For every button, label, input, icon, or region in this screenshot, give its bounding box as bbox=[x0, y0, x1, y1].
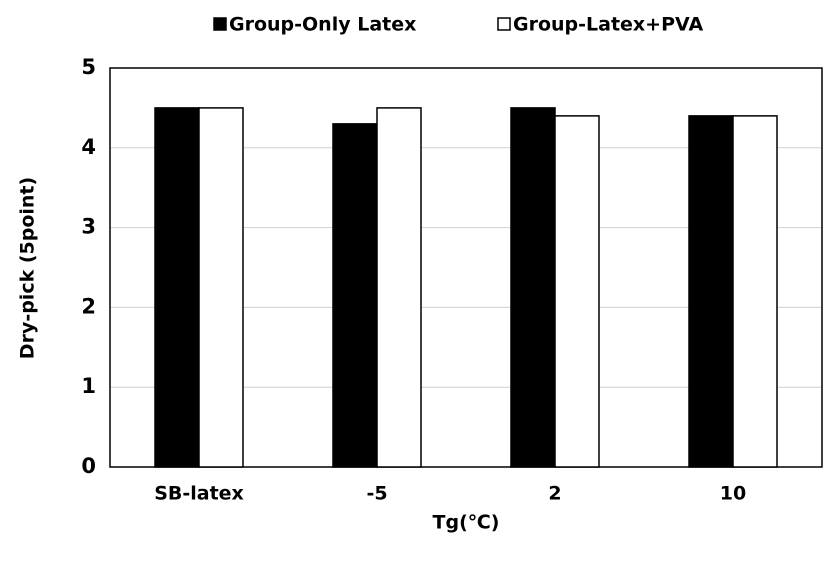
y-tick-label: 0 bbox=[81, 454, 96, 478]
bar bbox=[732, 115, 778, 468]
y-tick-label: 5 bbox=[81, 55, 96, 79]
bar bbox=[154, 107, 200, 468]
y-tick-label: 4 bbox=[81, 135, 96, 159]
x-tick-label: -5 bbox=[366, 483, 387, 505]
y-axis-label: Dry-pick (5point) bbox=[17, 177, 39, 359]
bar bbox=[332, 123, 378, 468]
x-tick-label: 2 bbox=[548, 483, 561, 505]
legend-label: Group-Only Latex bbox=[229, 14, 416, 36]
legend-label: Group-Latex+PVA bbox=[513, 14, 703, 36]
legend-swatch bbox=[497, 17, 511, 31]
bar bbox=[688, 115, 734, 468]
bar bbox=[554, 115, 600, 468]
legend-swatch bbox=[213, 17, 227, 31]
bar bbox=[198, 107, 244, 468]
plot-border bbox=[109, 67, 823, 468]
y-tick-label: 1 bbox=[81, 374, 96, 398]
bar bbox=[510, 107, 556, 468]
x-axis-label: Tg(℃) bbox=[433, 512, 500, 534]
bar bbox=[376, 107, 422, 468]
y-tick-label: 3 bbox=[81, 215, 96, 239]
x-tick-label: SB-latex bbox=[154, 483, 244, 505]
x-tick-label: 10 bbox=[720, 483, 746, 505]
y-tick-label: 2 bbox=[81, 294, 96, 318]
